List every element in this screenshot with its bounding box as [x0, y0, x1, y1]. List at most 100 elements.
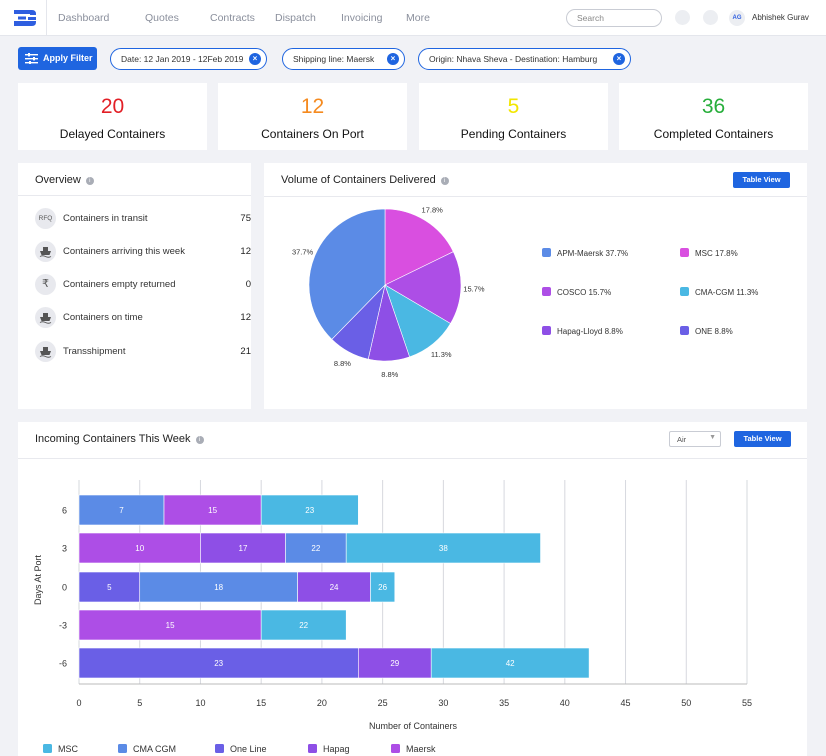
legend-swatch: [215, 744, 224, 753]
overview-row: Containers arriving this week 12: [35, 241, 251, 263]
pie-legend-item[interactable]: ONE 8.8%: [680, 326, 733, 336]
bar-segment-hapag[interactable]: [200, 532, 286, 564]
legend-swatch: [542, 326, 551, 335]
x-tick-label: 5: [137, 698, 142, 708]
close-icon[interactable]: ×: [387, 53, 399, 65]
bar-data-label: 15: [208, 506, 217, 515]
bar-segment-cma-cgm[interactable]: [285, 532, 347, 564]
bar-segment-msc[interactable]: [260, 494, 359, 526]
pie-data-label: 11.3%: [431, 350, 452, 359]
legend-swatch: [680, 287, 689, 296]
rupee-icon: ₹: [35, 274, 56, 295]
stat-label: Pending Containers: [460, 127, 567, 141]
mode-select-value: Air: [677, 435, 687, 444]
bar-legend-item[interactable]: One Line: [215, 744, 267, 754]
bar-data-label: 5: [107, 583, 112, 592]
pie-slice-cosco[interactable]: [384, 251, 462, 324]
ship-icon: [35, 341, 56, 362]
y-tick-label: 0: [62, 583, 67, 593]
nav-quotes[interactable]: Quotes: [145, 12, 179, 24]
divider: [264, 196, 807, 197]
bar-legend-item[interactable]: MSC: [43, 744, 79, 754]
search-input[interactable]: Search: [566, 9, 662, 27]
stat-value: 20: [100, 95, 125, 118]
panel-title: Volume of Containers Delivered i: [281, 174, 449, 186]
info-icon[interactable]: i: [440, 177, 449, 185]
stat-card-delayed[interactable]: 20 Delayed Containers: [18, 83, 207, 150]
stat-card-on-port[interactable]: 12 Containers On Port: [218, 83, 407, 150]
bar-data-label: 18: [214, 583, 223, 592]
settings-icon[interactable]: [703, 10, 718, 25]
bar-segment-one-line[interactable]: [78, 647, 359, 679]
info-icon[interactable]: i: [85, 177, 94, 185]
pie-slice-apm-maersk[interactable]: [308, 208, 386, 340]
pie-legend-item[interactable]: Hapag-Lloyd 8.8%: [542, 326, 623, 336]
bar-segment-msc[interactable]: [370, 571, 396, 603]
bar-segment-hapag[interactable]: [297, 571, 371, 603]
filter-chip-date[interactable]: Date: 12 Jan 2019 - 12Feb 2019 ×: [110, 48, 267, 70]
overview-row-label: Transshipment: [63, 346, 126, 357]
bar-data-label: 22: [299, 621, 308, 630]
filter-chip-origin[interactable]: Origin: Nhava Sheva - Destination: Hambu…: [418, 48, 631, 70]
nav-dispatch[interactable]: Dispatch: [275, 12, 316, 24]
mode-select[interactable]: Air ▼: [669, 431, 721, 447]
bar-segment-hapag[interactable]: [358, 647, 432, 679]
bar-data-label: 42: [506, 659, 515, 668]
bar-legend-item[interactable]: CMA CGM: [118, 744, 176, 754]
notification-icon[interactable]: [675, 10, 690, 25]
info-icon[interactable]: i: [195, 436, 204, 444]
bar-legend-item[interactable]: Maersk: [391, 744, 436, 754]
bar-segment-maersk[interactable]: [78, 532, 201, 564]
username[interactable]: Abhishek Gurav: [752, 13, 809, 22]
panel-title: Overview i: [35, 174, 94, 186]
bar-segment-maersk[interactable]: [78, 609, 262, 641]
y-tick-label: 3: [62, 544, 67, 554]
legend-label: APM-Maersk 37.7%: [557, 249, 629, 258]
divider: [18, 458, 807, 459]
legend-label: One Line: [230, 744, 267, 754]
bar-segment-msc[interactable]: [345, 532, 541, 564]
bar-data-label: 23: [214, 659, 223, 668]
ship-icon: [35, 241, 56, 262]
logo-icon[interactable]: [12, 8, 38, 28]
pie-data-label: 37.7%: [292, 247, 314, 256]
stat-card-pending[interactable]: 5 Pending Containers: [419, 83, 608, 150]
pie-legend-item[interactable]: APM-Maersk 37.7%: [542, 248, 628, 258]
bar-legend-item[interactable]: Hapag: [308, 744, 350, 754]
table-view-button[interactable]: Table View: [734, 431, 791, 447]
table-view-button[interactable]: Table View: [733, 172, 790, 188]
avatar[interactable]: AG: [729, 10, 745, 26]
stat-card-completed[interactable]: 36 Completed Containers: [619, 83, 808, 150]
bar-segment-msc[interactable]: [430, 647, 590, 679]
pie-data-label: 8.8%: [381, 370, 398, 379]
x-tick-label: 50: [681, 698, 691, 708]
pie-legend-item[interactable]: CMA-CGM 11.3%: [680, 287, 758, 297]
close-icon[interactable]: ×: [613, 53, 625, 65]
close-icon[interactable]: ×: [249, 53, 261, 65]
filter-chip-label: Shipping line: Maersk: [293, 54, 375, 64]
apply-filter-button[interactable]: Apply Filter: [18, 47, 97, 70]
nav-dashboard[interactable]: Dashboard: [58, 12, 110, 24]
bar-segment-cma-cgm[interactable]: [139, 571, 298, 603]
pie-slice-msc[interactable]: [384, 208, 454, 286]
panel-title: Incoming Containers This Week i: [35, 433, 204, 445]
bar-segment-one-line[interactable]: [78, 571, 141, 603]
pie-data-label: 15.7%: [463, 284, 485, 293]
volume-panel: Volume of Containers Delivered i Table Vi…: [264, 163, 807, 409]
bar-data-label: 24: [330, 583, 339, 592]
pie-legend-item[interactable]: MSC 17.8%: [680, 248, 738, 258]
bar-segment-msc[interactable]: [260, 609, 347, 641]
bar-segment-maersk[interactable]: [163, 494, 262, 526]
overview-row: Transshipment 21: [35, 341, 251, 363]
overview-row-label: Containers empty returned: [63, 279, 176, 290]
nav-contracts[interactable]: Contracts: [210, 12, 255, 24]
legend-swatch: [542, 248, 551, 257]
x-tick-label: 45: [621, 698, 631, 708]
legend-label: COSCO 15.7%: [557, 288, 612, 297]
nav-divider: [46, 0, 47, 36]
legend-swatch: [542, 287, 551, 296]
nav-invoicing[interactable]: Invoicing: [341, 12, 383, 24]
nav-more[interactable]: More: [406, 12, 430, 24]
filter-chip-shipping-line[interactable]: Shipping line: Maersk ×: [282, 48, 405, 70]
pie-legend-item[interactable]: COSCO 15.7%: [542, 287, 611, 297]
